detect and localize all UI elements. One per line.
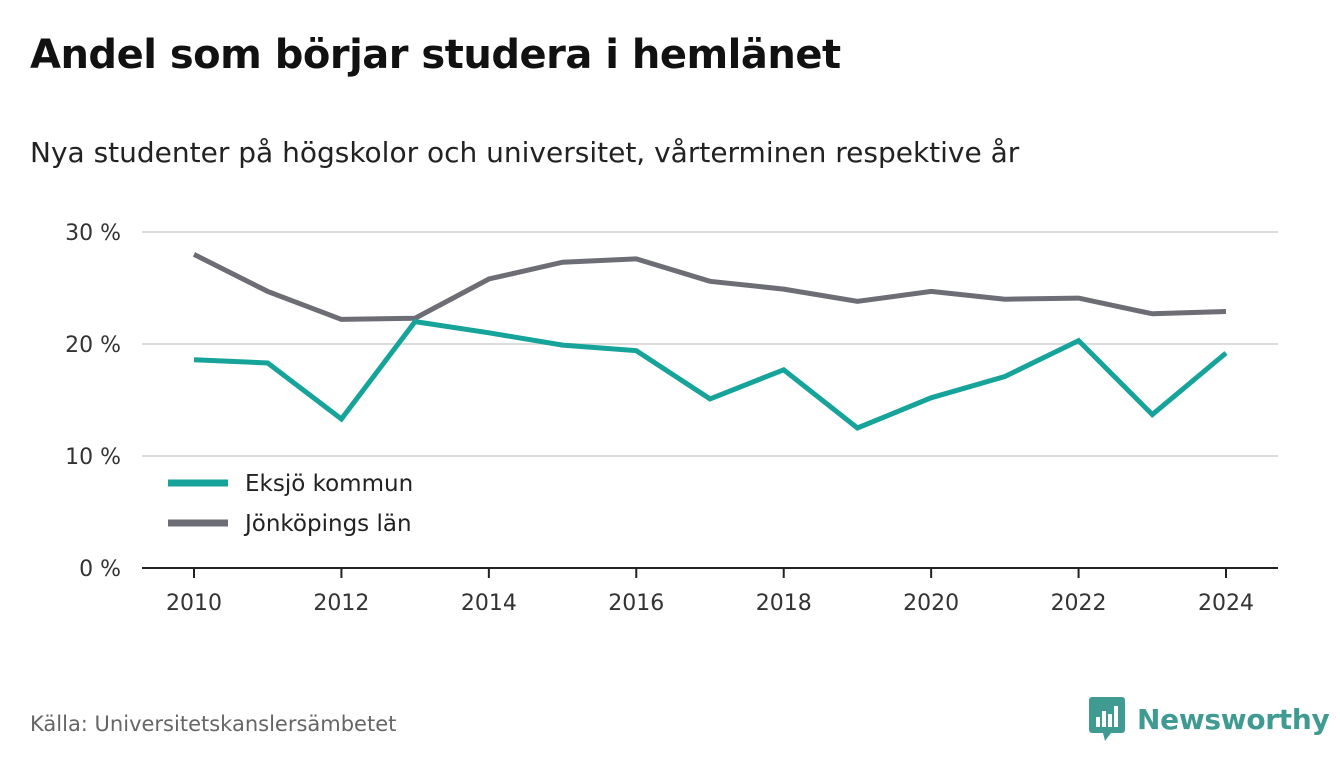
x-tick-label: 2022 — [1051, 591, 1107, 616]
y-tick-label: 10 % — [65, 445, 121, 470]
source-note: Källa: Universitetskanslersämbetet — [30, 712, 397, 736]
legend-label: Jönköpings län — [243, 511, 412, 537]
chart-title: Andel som börjar studera i hemlänet — [30, 32, 841, 78]
y-tick-label: 0 % — [79, 557, 121, 582]
legend-label: Eksjö kommun — [245, 471, 413, 497]
x-tick-label: 2018 — [756, 591, 812, 616]
x-tick-label: 2020 — [903, 591, 959, 616]
x-tick-label: 2010 — [166, 591, 222, 616]
newsworthy-brand: Newsworthy — [1089, 697, 1330, 741]
series-line-1 — [192, 252, 1227, 322]
x-tick-label: 2014 — [461, 591, 517, 616]
y-tick-label: 30 % — [65, 221, 121, 246]
series-line-0 — [193, 318, 1228, 431]
x-tick-label: 2024 — [1198, 591, 1254, 616]
y-tick-label: 20 % — [65, 333, 121, 358]
x-tick-label: 2012 — [313, 591, 369, 616]
brand-name: Newsworthy — [1137, 702, 1330, 736]
chart-subtitle: Nya studenter på högskolor och universit… — [30, 136, 1020, 169]
x-tick-label: 2016 — [608, 591, 664, 616]
newsworthy-logo-icon — [1089, 697, 1125, 741]
